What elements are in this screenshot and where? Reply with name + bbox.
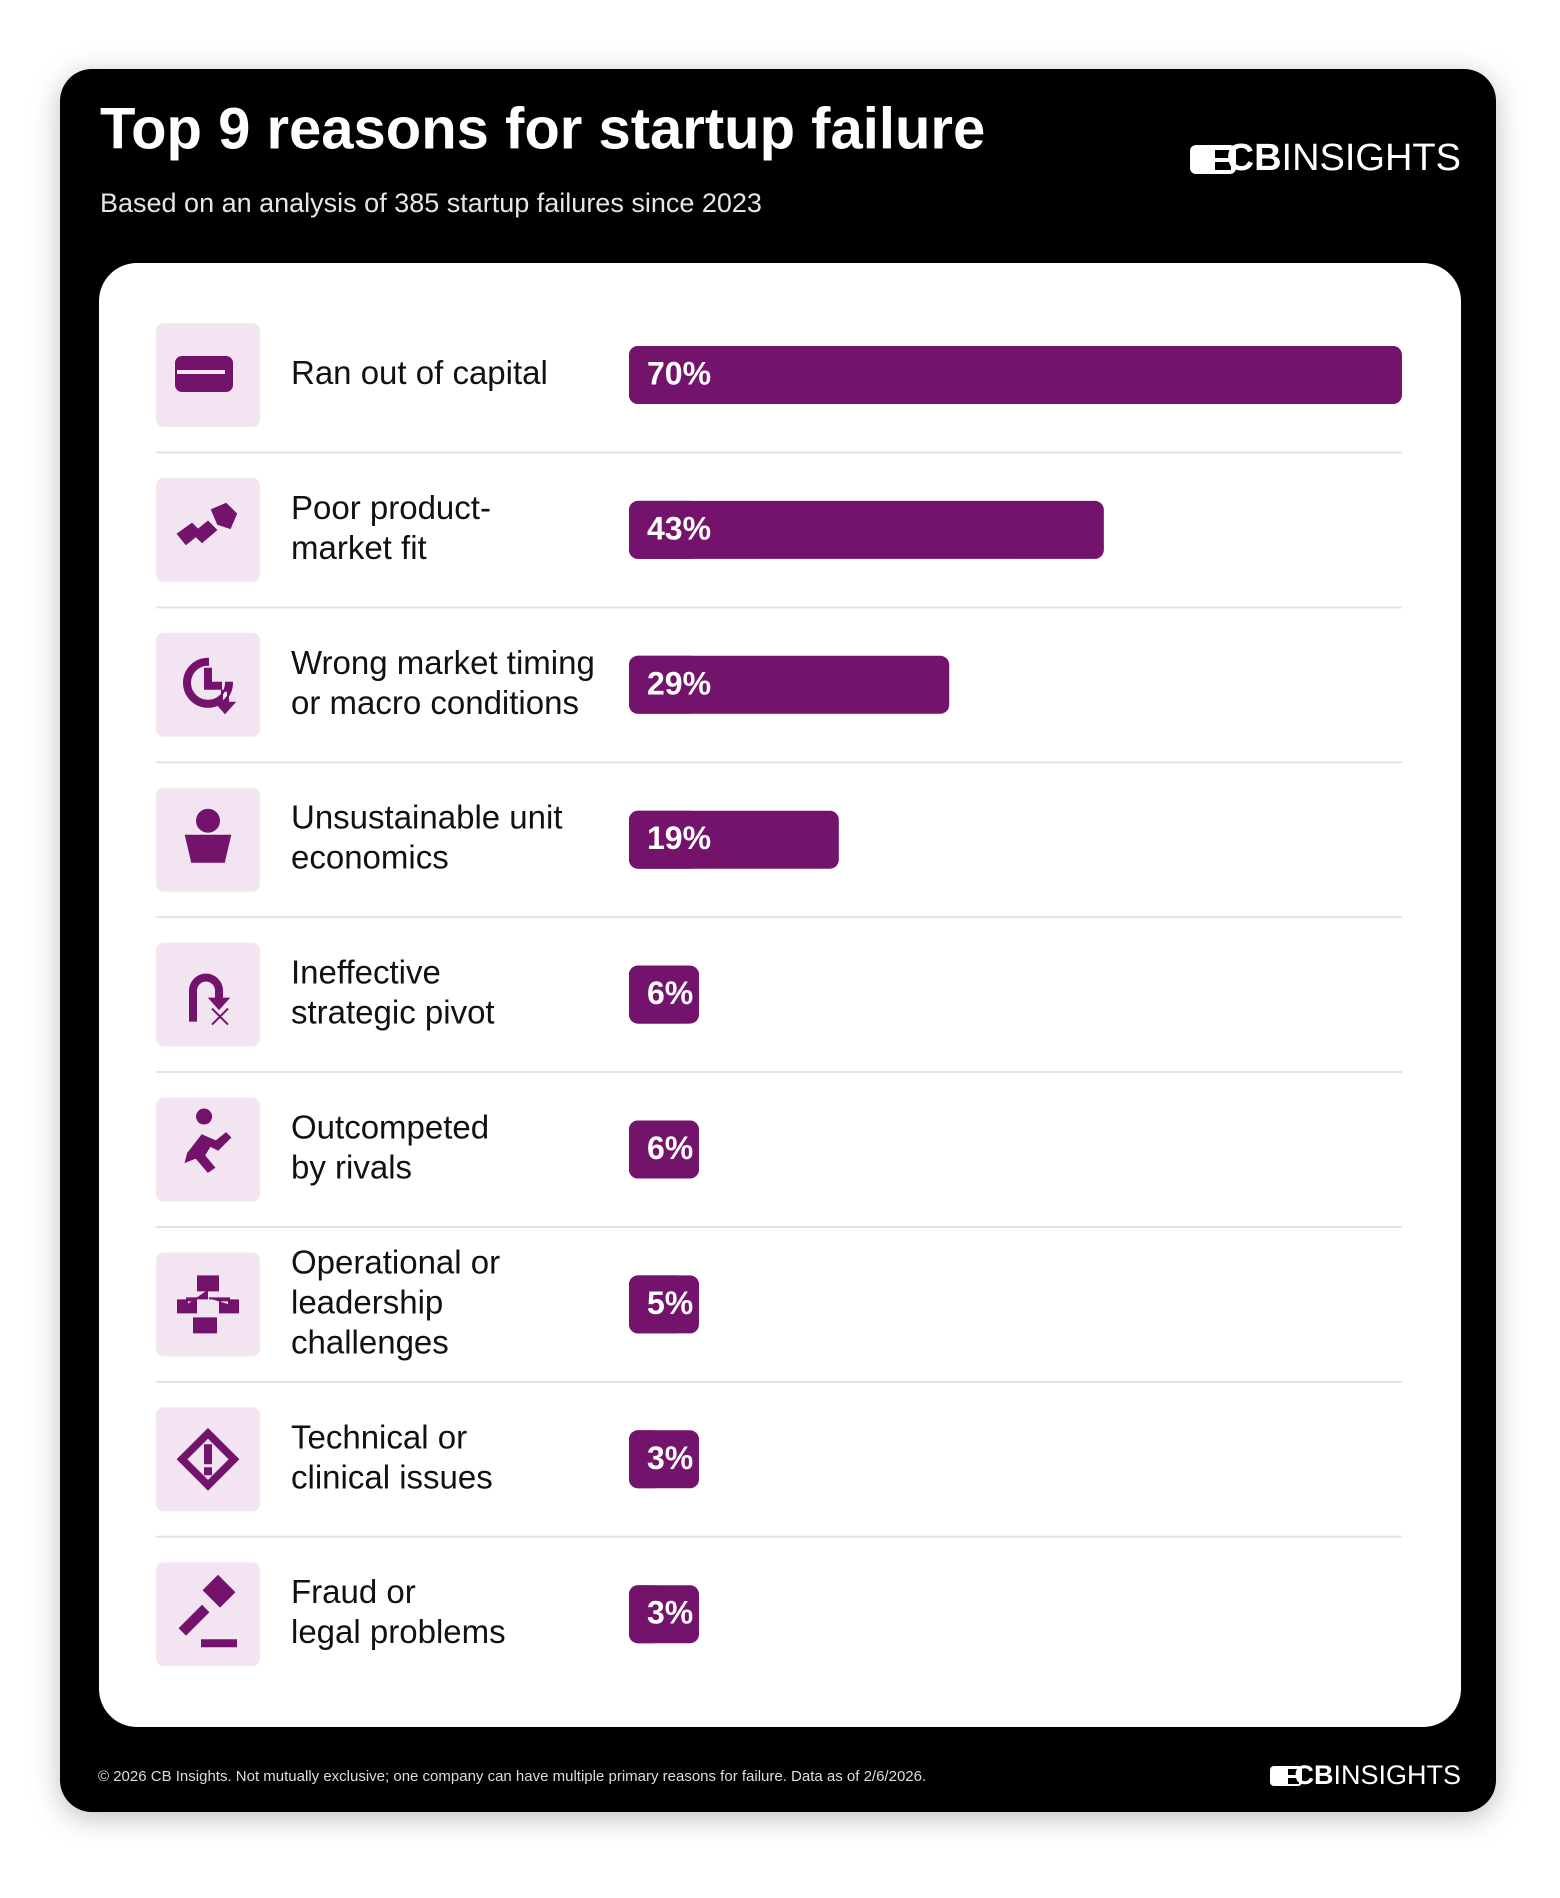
category-line: legal problems <box>291 1613 506 1650</box>
bar <box>629 1275 685 1334</box>
rows: Ran out of capital 70% Poor product-market… <box>156 323 1402 1667</box>
logo-mark-cut <box>1288 1769 1299 1775</box>
category-line: Unsustainable unit <box>291 798 563 835</box>
logo-mark-cut <box>1215 150 1231 158</box>
icon-box <box>156 942 260 1047</box>
value-label: 5% <box>647 1285 693 1321</box>
bar <box>629 1120 696 1179</box>
icon-box <box>156 1252 260 1357</box>
brand: CBINSIGHTS <box>1294 1760 1461 1790</box>
category-line: Operational or <box>291 1243 500 1280</box>
bar <box>629 810 839 869</box>
chart-subtitle: Based on an analysis of 385 startup fail… <box>100 188 762 218</box>
category-line: market fit <box>291 529 427 566</box>
icon <box>189 973 231 1026</box>
value-label: 19% <box>647 820 711 856</box>
bar <box>629 346 1402 404</box>
footnote: © 2026 CB Insights. Not mutually exclusi… <box>98 1768 926 1785</box>
icon-box <box>156 1562 260 1667</box>
category-label: Ran out of capital <box>291 354 548 391</box>
category-line: Poor product- <box>291 489 491 526</box>
panel <box>99 263 1461 1727</box>
category-line: Outcompeted <box>291 1108 489 1145</box>
value-label: 3% <box>647 1440 693 1476</box>
value-label: 43% <box>647 510 711 546</box>
category-line: Fraud or <box>291 1573 416 1610</box>
value-label: 6% <box>647 1130 693 1166</box>
brand-name: INSIGHTS <box>1282 137 1461 179</box>
icon <box>175 356 233 392</box>
brand: CBINSIGHTS <box>1227 137 1461 179</box>
icon <box>183 657 237 715</box>
icon <box>184 808 232 863</box>
category-label: Technical or clinical issues <box>291 1418 493 1495</box>
icon <box>176 1427 240 1491</box>
category-line: Ineffective <box>291 953 441 990</box>
category-line: by rivals <box>291 1148 412 1185</box>
logo-mark-cut <box>1288 1778 1299 1784</box>
brand-prefix: CB <box>1294 1760 1333 1790</box>
category-label: Wrong market timing or macro conditions <box>291 644 595 721</box>
logo-mark-cut <box>1215 162 1231 170</box>
value-label: 29% <box>647 665 711 701</box>
category-label: Operational or leadership challenges <box>291 1243 500 1360</box>
category-line: or macro conditions <box>291 684 579 721</box>
category-label: Outcompeted by rivals <box>291 1108 489 1185</box>
icon <box>184 1108 232 1173</box>
bar <box>629 965 696 1024</box>
category-label: Fraud or legal problems <box>291 1573 506 1650</box>
category-label: Poor product-market fit <box>291 489 491 566</box>
chart-title: Top 9 reasons for startup failure <box>100 96 985 161</box>
bar <box>629 655 950 714</box>
category-line: Wrong market timing <box>291 644 595 681</box>
category-line: economics <box>291 838 449 875</box>
logo: CBINSIGHTS <box>1190 137 1461 179</box>
value-label: 3% <box>647 1595 693 1631</box>
category-line: strategic pivot <box>291 993 495 1030</box>
brand-prefix: CB <box>1227 137 1282 179</box>
bar <box>629 1585 663 1644</box>
icon <box>176 502 238 546</box>
category-line: leadership <box>291 1283 443 1320</box>
category-label: Ineffective strategic pivot <box>291 953 495 1030</box>
category-line: Technical or <box>291 1418 467 1455</box>
brand-name: INSIGHTS <box>1333 1760 1461 1790</box>
bar <box>629 1430 663 1489</box>
category-label: Unsustainable unit economics <box>291 798 563 875</box>
value-label: 6% <box>647 975 693 1011</box>
icon <box>177 1275 239 1334</box>
bar <box>629 500 1104 559</box>
icon <box>178 1574 237 1648</box>
value-label: 70% <box>647 355 711 391</box>
category-line: Ran out of capital <box>291 354 548 391</box>
footer-logo: CBINSIGHTS <box>1270 1760 1461 1790</box>
category-line: clinical issues <box>291 1458 493 1495</box>
category-line: challenges <box>291 1323 449 1360</box>
